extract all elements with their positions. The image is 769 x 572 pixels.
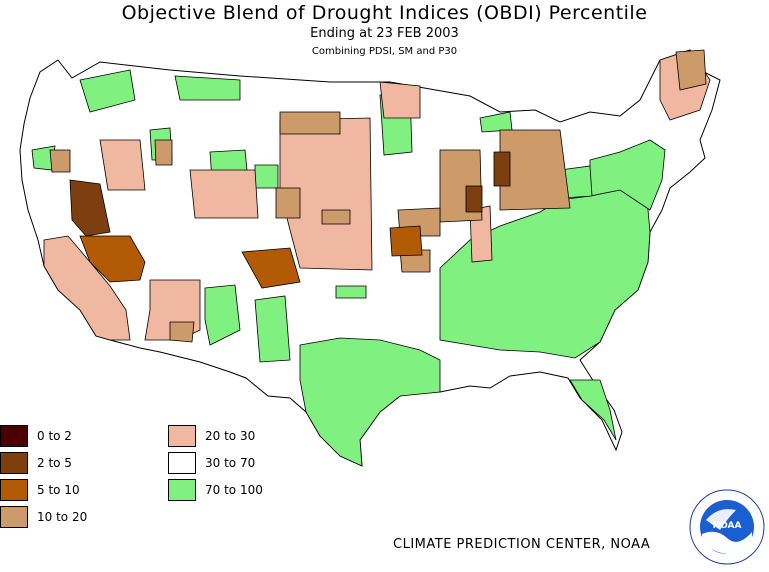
legend-swatch	[168, 452, 196, 474]
region-florida-green	[569, 379, 617, 441]
region-montana-green	[174, 75, 241, 101]
credit-text: CLIMATE PREDICTION CENTER, NOAA	[393, 537, 651, 552]
legend-swatch	[0, 506, 28, 528]
region-michigan-pink	[379, 81, 421, 119]
map-title: Objective Blend of Drought Indices (OBDI…	[121, 2, 648, 24]
region-idaho-tan	[154, 139, 173, 166]
region-oregon-tan	[49, 149, 71, 173]
region-wyoming-green-2	[254, 164, 279, 189]
region-idaho-pink	[99, 139, 146, 191]
region-illinois-brown	[465, 185, 483, 213]
legend-label: 2 to 5	[37, 456, 72, 470]
region-utah-pink	[189, 169, 259, 219]
legend-swatch	[168, 425, 196, 447]
region-newmexico-green-2	[254, 295, 291, 363]
legend-swatch	[0, 425, 28, 447]
region-missouri-orange	[389, 225, 423, 257]
region-newmexico-green	[204, 284, 241, 346]
region-dakota-tan	[279, 111, 341, 135]
logo-text: NOAA	[713, 521, 742, 531]
region-maine-tan	[675, 49, 707, 91]
region-arizona-tan	[169, 321, 195, 343]
legend-swatch	[168, 479, 196, 501]
region-nevada-orange	[79, 235, 146, 283]
region-washington-green	[79, 69, 136, 113]
region-indiana-brown	[493, 151, 511, 187]
legend-label: 10 to 20	[37, 510, 88, 524]
legend-label: 30 to 70	[205, 456, 256, 470]
legend-label: 20 to 30	[205, 429, 256, 443]
region-nebraska-tan	[321, 209, 351, 225]
region-southeast-green	[439, 183, 651, 359]
legend-label: 5 to 10	[37, 483, 80, 497]
legend-label: 70 to 100	[205, 483, 263, 497]
legend-label: 0 to 2	[37, 429, 72, 443]
region-california-pink	[43, 235, 131, 341]
region-michigan-tan	[499, 129, 571, 211]
map-subtitle-sources: Combining PDSI, SM and P30	[311, 46, 458, 57]
region-nevada-brown	[69, 179, 111, 237]
legend-swatch	[0, 479, 28, 501]
region-texas-green	[299, 337, 441, 467]
noaa-logo-icon: NOAA	[689, 489, 765, 565]
region-northeast-green	[589, 139, 666, 211]
legend-swatch	[0, 452, 28, 474]
region-kansas-green	[335, 285, 367, 299]
map-subtitle: Ending at 23 FEB 2003	[310, 26, 459, 41]
region-wyoming-tan	[275, 187, 301, 219]
region-colorado-orange	[241, 247, 301, 289]
